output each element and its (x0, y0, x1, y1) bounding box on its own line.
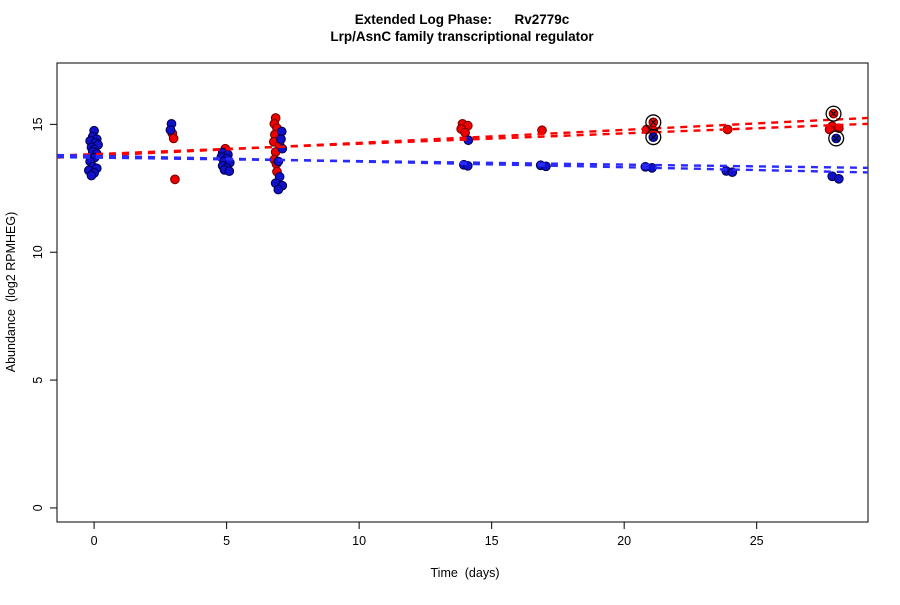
data-point-red (168, 133, 179, 144)
y-axis-tick-label: 15 (31, 117, 45, 131)
plot-content: 0 5 10 15 20 25 0 5 10 15 (31, 62, 869, 548)
x-axis-tick-label: 10 (352, 534, 366, 548)
outlier-cross (649, 118, 657, 126)
outlier-cross (830, 110, 837, 118)
outlier-ring (825, 105, 842, 122)
y-axis-tick-label: 10 (31, 245, 45, 259)
trend-line-red (56, 122, 869, 157)
data-point-blue (273, 156, 284, 167)
outlier-cross (649, 133, 657, 141)
y-axis-tick-label: 0 (31, 504, 45, 511)
trend-line-blue (56, 155, 869, 170)
outlier-ring (828, 130, 845, 147)
data-point-red (170, 174, 180, 185)
plot-title: Extended Log Phase: Rv2779c (355, 12, 570, 27)
data-point-blue (86, 170, 97, 181)
x-axis-tick-label: 25 (750, 534, 764, 548)
x-axis-tick-label: 5 (223, 534, 230, 548)
outlier-ring (645, 129, 662, 146)
x-axis-tick-label: 20 (617, 534, 631, 548)
data-point-blue (833, 173, 844, 184)
plot-subtitle: Lrp/AsnC family transcriptional regulato… (330, 29, 594, 44)
y-axis-tick-label: 5 (31, 377, 45, 384)
data-point-blue (276, 134, 286, 145)
plot-border (56, 62, 869, 523)
data-point-blue (273, 184, 284, 195)
data-point-blue (165, 125, 176, 135)
outlier-cross (832, 134, 840, 142)
x-axis-tick-label: 0 (91, 534, 98, 548)
x-axis-tick-label: 15 (485, 534, 499, 548)
y-axis-label: Abundance (log2 RPMHEG) (4, 212, 18, 373)
data-point-blue (224, 166, 235, 177)
x-axis-label: Time (days) (431, 566, 500, 580)
